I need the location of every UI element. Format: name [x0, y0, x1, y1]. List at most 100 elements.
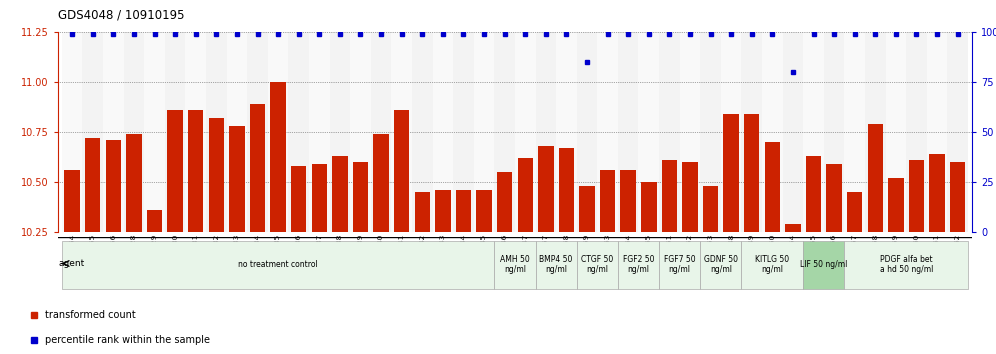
Text: FGF2 50
ng/ml: FGF2 50 ng/ml: [622, 255, 654, 274]
Bar: [785, 224, 801, 232]
Bar: [661, 160, 677, 232]
Bar: [515, 32, 536, 232]
Bar: [847, 192, 863, 232]
Bar: [391, 32, 412, 232]
Bar: [598, 32, 618, 232]
Bar: [167, 110, 183, 232]
Text: transformed count: transformed count: [45, 310, 136, 320]
Bar: [85, 138, 101, 232]
FancyBboxPatch shape: [494, 241, 536, 289]
Bar: [638, 32, 659, 232]
Text: no treatment control: no treatment control: [238, 260, 318, 269]
Bar: [700, 32, 721, 232]
Bar: [103, 32, 124, 232]
FancyBboxPatch shape: [741, 241, 803, 289]
Bar: [229, 126, 245, 232]
Bar: [621, 170, 635, 232]
FancyBboxPatch shape: [700, 241, 741, 289]
Text: PDGF alfa bet
a hd 50 ng/ml: PDGF alfa bet a hd 50 ng/ml: [879, 255, 933, 274]
Bar: [888, 178, 903, 232]
Bar: [679, 32, 700, 232]
Bar: [289, 32, 309, 232]
FancyBboxPatch shape: [845, 241, 968, 289]
FancyBboxPatch shape: [803, 241, 845, 289]
Text: LIF 50 ng/ml: LIF 50 ng/ml: [800, 260, 848, 269]
Bar: [309, 32, 330, 232]
Bar: [723, 114, 739, 232]
Bar: [268, 32, 289, 232]
Bar: [518, 158, 533, 232]
Bar: [741, 32, 762, 232]
Bar: [497, 172, 512, 232]
Text: percentile rank within the sample: percentile rank within the sample: [45, 335, 210, 344]
Bar: [165, 32, 185, 232]
Bar: [950, 162, 965, 232]
FancyBboxPatch shape: [62, 241, 494, 289]
Bar: [929, 154, 945, 232]
FancyBboxPatch shape: [577, 241, 618, 289]
Bar: [270, 82, 286, 232]
Bar: [765, 142, 780, 232]
Bar: [868, 124, 883, 232]
Bar: [845, 32, 865, 232]
Bar: [556, 32, 577, 232]
Text: CTGF 50
ng/ml: CTGF 50 ng/ml: [582, 255, 614, 274]
Bar: [580, 186, 595, 232]
FancyBboxPatch shape: [618, 241, 659, 289]
Bar: [559, 148, 574, 232]
Bar: [721, 32, 741, 232]
Bar: [927, 32, 947, 232]
Bar: [906, 32, 927, 232]
Bar: [124, 32, 144, 232]
Text: FGF7 50
ng/ml: FGF7 50 ng/ml: [664, 255, 695, 274]
Text: BMP4 50
ng/ml: BMP4 50 ng/ml: [540, 255, 573, 274]
Text: KITLG 50
ng/ml: KITLG 50 ng/ml: [755, 255, 790, 274]
Bar: [291, 166, 307, 232]
Bar: [824, 32, 845, 232]
Bar: [885, 32, 906, 232]
Bar: [827, 164, 842, 232]
Bar: [618, 32, 638, 232]
Bar: [144, 32, 165, 232]
Bar: [188, 110, 203, 232]
Bar: [453, 32, 474, 232]
Bar: [106, 140, 122, 232]
Text: AMH 50
ng/ml: AMH 50 ng/ml: [500, 255, 530, 274]
Bar: [744, 114, 760, 232]
Bar: [312, 164, 327, 232]
Bar: [62, 32, 83, 232]
Bar: [83, 32, 103, 232]
Bar: [536, 32, 556, 232]
Text: agent: agent: [59, 259, 85, 268]
Bar: [476, 190, 492, 232]
Bar: [247, 32, 268, 232]
Text: GDNF 50
ng/ml: GDNF 50 ng/ml: [704, 255, 738, 274]
Bar: [394, 110, 409, 232]
Bar: [185, 32, 206, 232]
Bar: [250, 104, 265, 232]
Bar: [474, 32, 494, 232]
Bar: [371, 32, 391, 232]
Bar: [65, 170, 80, 232]
Bar: [206, 32, 227, 232]
Bar: [865, 32, 885, 232]
Bar: [432, 32, 453, 232]
Bar: [538, 146, 554, 232]
Bar: [126, 134, 141, 232]
Bar: [374, 134, 388, 232]
Bar: [641, 182, 656, 232]
Bar: [783, 32, 803, 232]
Bar: [947, 32, 968, 232]
Bar: [806, 156, 822, 232]
FancyBboxPatch shape: [659, 241, 700, 289]
Bar: [659, 32, 679, 232]
Bar: [456, 190, 471, 232]
Bar: [577, 32, 598, 232]
Bar: [412, 32, 432, 232]
Bar: [333, 156, 348, 232]
Bar: [703, 186, 718, 232]
Bar: [762, 32, 783, 232]
Bar: [208, 118, 224, 232]
Bar: [803, 32, 824, 232]
Bar: [330, 32, 351, 232]
